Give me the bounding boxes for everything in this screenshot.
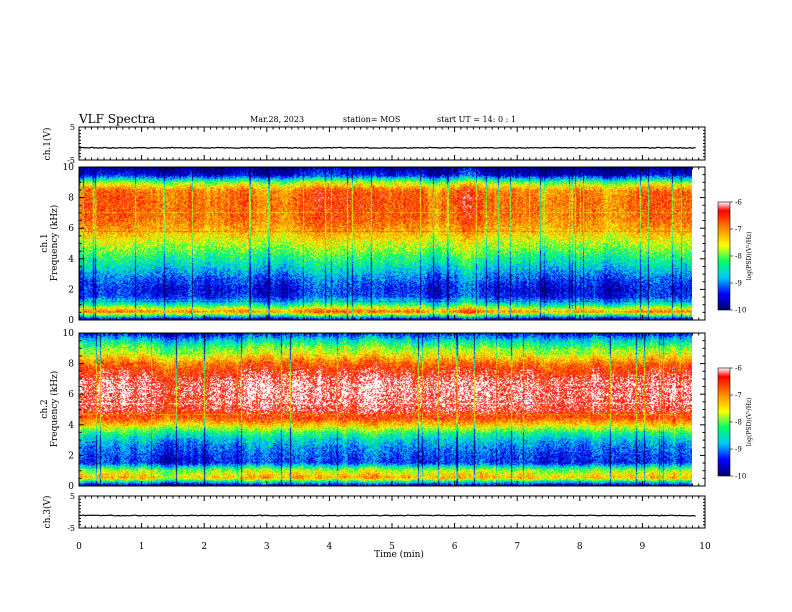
- colorbar-tick-label: -9: [735, 280, 742, 288]
- date-label: Mar.28, 2023: [250, 115, 305, 124]
- y-tick-label: 0: [68, 316, 74, 326]
- colorbar-tick-label: -7: [735, 392, 742, 400]
- x-tick-label: 5: [389, 542, 395, 552]
- ch1-colorbar: [717, 201, 731, 311]
- y-tick-label: 8: [68, 194, 74, 204]
- x-tick-label: 1: [139, 542, 145, 552]
- x-tick-label: 0: [76, 542, 82, 552]
- y-tick-label: 4: [68, 421, 74, 431]
- ch2-colorbar: [717, 367, 731, 477]
- colorbar-tick-label: -8: [735, 419, 742, 427]
- x-tick-label: 3: [264, 542, 270, 552]
- y-tick-label: 6: [68, 390, 74, 400]
- ch3-voltage-trace: [78, 514, 696, 517]
- x-tick-label: 9: [640, 542, 646, 552]
- colorbar-tick-label: -10: [735, 473, 746, 481]
- colorbar-tick-label: -9: [735, 446, 742, 454]
- x-tick-label: 10: [699, 542, 711, 552]
- x-tick-label: 6: [452, 542, 458, 552]
- ch1-voltage-ylabel: ch.1(V): [42, 128, 53, 161]
- x-tick-label: 7: [514, 542, 520, 552]
- y-tick-label: -5: [67, 156, 75, 165]
- colorbar-tick-label: -6: [735, 199, 742, 207]
- x-tick-label: 2: [201, 542, 207, 552]
- figure-title: VLF Spectra: [79, 112, 156, 126]
- ch1-colorbar-label: log(PSD)(V²/Hz): [746, 232, 753, 281]
- ch1-spectrogram-ylabel-channel: ch.1: [40, 233, 50, 252]
- y-tick-label: 8: [68, 360, 74, 370]
- y-tick-label: -5: [67, 524, 75, 533]
- colorbar-tick-label: -6: [735, 365, 742, 373]
- ch3-voltage-ylabel: ch.3(V): [42, 496, 53, 529]
- y-tick-label: 5: [70, 123, 75, 132]
- x-tick-label: 8: [577, 542, 583, 552]
- colorbar-ticks: -6 -7 -8 -9 -10 -6 -7 -8 -9 -10: [730, 199, 746, 481]
- y-tick-label: 6: [68, 224, 74, 234]
- ch2-colorbar-label: log(PSD)(V²/Hz): [746, 398, 753, 447]
- colorbar-tick-label: -10: [735, 307, 746, 315]
- ch1-spectrogram: [79, 167, 692, 320]
- y-tick-label: 10: [63, 163, 75, 173]
- y-tick-label: 5: [70, 492, 75, 501]
- y-tick-label: 2: [68, 285, 74, 295]
- ch2-spectrogram-ylabel-channel: ch.2: [40, 399, 50, 418]
- colorbar-tick-label: -8: [735, 253, 742, 261]
- x-tick-label: 4: [327, 542, 333, 552]
- y-tick-label: 4: [68, 255, 74, 265]
- ch1-voltage-trace: [78, 146, 696, 149]
- station-label: station= MOS: [343, 115, 401, 124]
- ch2-spectrogram: [79, 333, 692, 486]
- ch2-spectrogram-ylabel-freq: Frequency (kHz): [49, 371, 60, 448]
- x-axis-label: Time (min): [374, 549, 424, 560]
- y-tick-label: 0: [68, 482, 74, 492]
- ch1-spectrogram-ylabel-freq: Frequency (kHz): [49, 205, 60, 282]
- y-tick-label: 10: [63, 329, 75, 339]
- colorbar-tick-label: -7: [735, 226, 742, 234]
- axis-ticks: [78, 126, 706, 529]
- start-time-label: start UT = 14: 0 : 1: [437, 115, 516, 124]
- y-tick-label: 2: [68, 451, 74, 461]
